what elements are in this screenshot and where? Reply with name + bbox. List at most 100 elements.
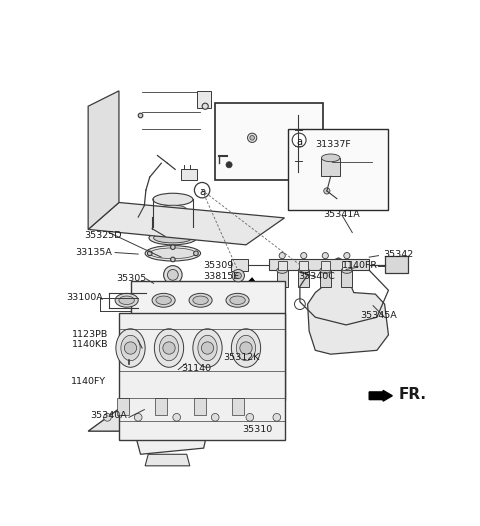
Bar [299,261,308,270]
Ellipse shape [159,205,187,214]
Text: 35312K: 35312K [223,353,259,362]
Ellipse shape [149,231,197,245]
Polygon shape [88,400,285,431]
Circle shape [211,413,219,421]
Circle shape [226,161,232,168]
Ellipse shape [153,193,193,206]
Circle shape [202,103,208,109]
Circle shape [126,364,132,370]
Circle shape [104,413,111,421]
Ellipse shape [145,246,201,261]
Circle shape [246,413,254,421]
Text: 35345A: 35345A [360,311,396,320]
Bar [197,91,211,108]
Bar [117,398,129,415]
Circle shape [192,217,200,225]
Polygon shape [88,91,119,229]
Bar [215,103,323,180]
Circle shape [193,251,198,256]
Circle shape [300,252,307,259]
Circle shape [292,133,306,147]
Ellipse shape [116,329,145,367]
Circle shape [248,133,257,143]
Circle shape [322,252,328,259]
Text: 31337F: 31337F [315,140,351,149]
Bar [320,270,331,287]
Bar [232,398,244,415]
Circle shape [148,209,156,217]
Circle shape [235,272,241,279]
Text: 35340C: 35340C [299,272,335,281]
Polygon shape [88,203,285,245]
Text: 33135A: 33135A [75,248,112,257]
Text: 35310: 35310 [242,425,272,434]
Ellipse shape [299,267,309,274]
Ellipse shape [198,335,217,361]
Circle shape [135,335,141,341]
Text: FR.: FR. [398,387,426,402]
Text: 1140KB: 1140KB [72,340,108,349]
Bar [155,398,168,415]
Text: a: a [297,137,303,147]
Bar [384,256,408,272]
Text: 1140FY: 1140FY [71,377,106,386]
Bar [322,158,340,176]
Bar [332,150,372,177]
Circle shape [240,342,252,354]
FancyBboxPatch shape [119,313,285,440]
Ellipse shape [193,296,208,305]
Circle shape [168,269,178,280]
Circle shape [124,342,137,354]
Ellipse shape [154,233,192,243]
Ellipse shape [226,294,249,307]
Text: 35340A: 35340A [90,411,127,420]
Circle shape [138,113,143,118]
Text: 35305: 35305 [117,274,147,283]
Polygon shape [308,258,388,354]
Polygon shape [131,281,285,400]
Ellipse shape [277,267,288,274]
Bar [180,169,197,180]
FancyArrow shape [369,390,392,401]
Bar [277,270,288,287]
Text: 35342: 35342 [383,249,413,259]
Bar [193,398,206,415]
Circle shape [134,413,142,421]
Circle shape [173,413,180,421]
Circle shape [170,257,175,262]
Circle shape [194,183,210,198]
Bar [341,270,352,287]
Ellipse shape [189,294,212,307]
Circle shape [344,252,350,259]
Bar [230,259,248,271]
Text: 33100A: 33100A [66,294,103,302]
Bar [288,129,388,210]
Text: 31140: 31140 [181,363,212,372]
Ellipse shape [121,335,140,361]
Bar [277,261,287,270]
Bar [321,261,330,270]
Ellipse shape [236,335,256,361]
Ellipse shape [231,329,261,367]
Circle shape [250,136,254,140]
Ellipse shape [152,294,175,307]
Bar [269,259,369,270]
Circle shape [273,413,281,421]
Text: 35341A: 35341A [323,209,360,218]
Ellipse shape [320,267,331,274]
Text: 35309: 35309 [203,261,233,270]
Text: 35325D: 35325D [84,231,122,240]
Polygon shape [246,277,272,351]
Ellipse shape [156,296,171,305]
Text: 1140FR: 1140FR [342,261,378,270]
Circle shape [163,342,175,354]
Circle shape [147,251,152,256]
Ellipse shape [230,296,245,305]
Ellipse shape [341,267,352,274]
Polygon shape [227,370,258,393]
Text: 1123PB: 1123PB [72,330,108,339]
Circle shape [170,245,175,249]
Ellipse shape [155,329,184,367]
Bar [299,270,309,287]
Polygon shape [133,381,207,454]
